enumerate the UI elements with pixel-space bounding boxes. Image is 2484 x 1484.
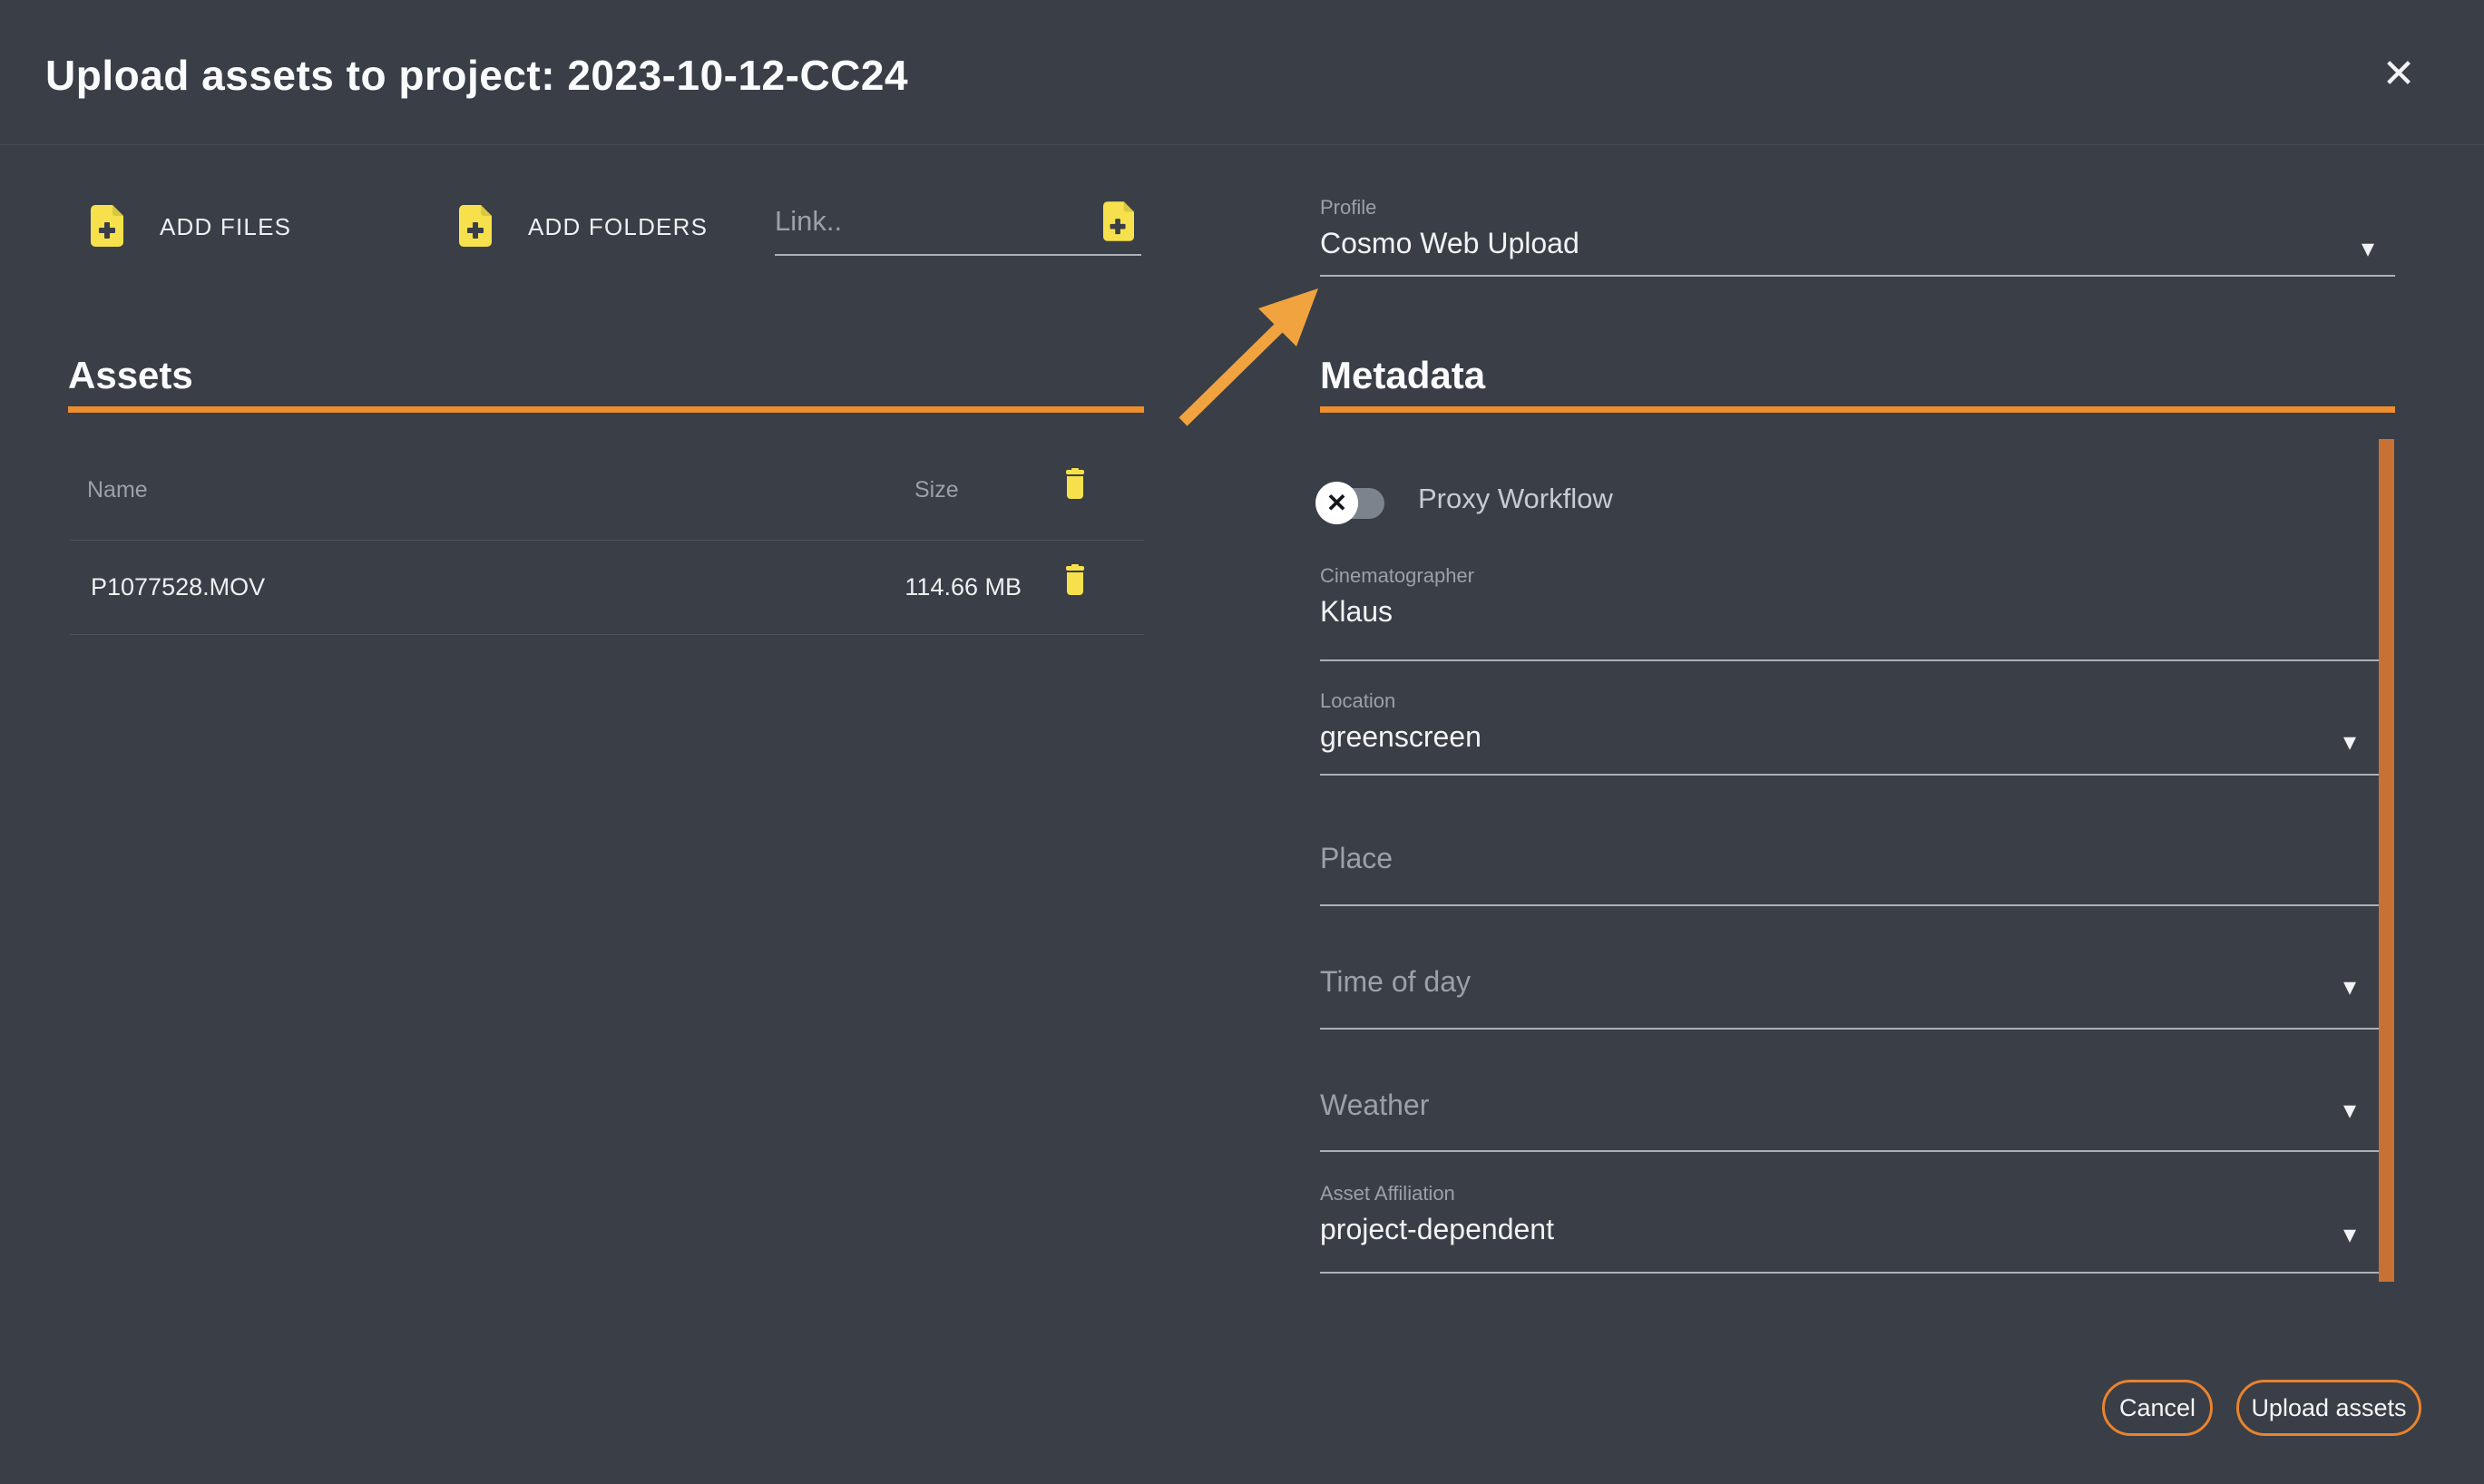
proxy-workflow-toggle[interactable]: ✕ [1315,482,1384,524]
file-plus-icon [1103,201,1134,244]
link-input-underline [775,254,1141,256]
annotation-arrow [1169,283,1332,442]
profile-label: Profile [1320,196,1377,219]
asset-size-cell: 114.66 MB [905,573,1022,600]
asset-affiliation-select[interactable]: project-dependent ▾ [1320,1213,2379,1256]
field-underline [1320,659,2379,661]
link-input[interactable] [775,205,1074,238]
proxy-workflow-label: Proxy Workflow [1418,483,1613,514]
chevron-down-icon: ▾ [2343,1220,2357,1248]
add-link-button[interactable] [1103,201,1134,244]
cinematographer-input[interactable] [1320,595,2318,629]
chevron-down-icon: ▾ [2343,727,2357,756]
column-header-size: Size [914,477,959,503]
add-files-button[interactable]: ADD FILES [91,205,291,249]
field-underline [1320,1028,2379,1030]
cinematographer-label: Cinematographer [1320,564,1474,587]
close-button[interactable]: ✕ [2373,49,2424,100]
chevron-down-icon: ▾ [2343,972,2357,1001]
metadata-heading: Metadata [1320,354,1486,396]
asset-affiliation-label: Asset Affiliation [1320,1182,1455,1205]
file-plus-icon [459,205,492,249]
location-label: Location [1320,689,1396,712]
delete-row-button[interactable] [1063,564,1087,598]
table-divider [70,540,1144,541]
trash-icon [1063,468,1087,502]
file-plus-icon [91,205,123,249]
field-underline [1320,1150,2379,1152]
asset-affiliation-value: project-dependent [1320,1213,1554,1245]
toggle-off-icon: ✕ [1315,482,1358,524]
header-divider [0,144,2484,145]
add-files-label: ADD FILES [160,213,292,240]
table-divider [70,634,1144,635]
dialog-title: Upload assets to project: 2023-10-12-CC2… [45,52,909,99]
weather-placeholder: Weather [1320,1089,1430,1121]
metadata-heading-rule [1320,406,2395,413]
field-underline [1320,1272,2379,1274]
location-value: greenscreen [1320,720,1482,753]
chevron-down-icon: ▾ [2343,1096,2357,1124]
assets-heading-rule [68,406,1144,413]
profile-value: Cosmo Web Upload [1320,227,1579,259]
weather-select[interactable]: Weather ▾ [1320,1089,2379,1132]
trash-icon [1063,564,1087,598]
asset-name-cell: P1077528.MOV [91,573,266,600]
location-select[interactable]: greenscreen ▾ [1320,720,2379,764]
chevron-down-icon: ▾ [2362,234,2375,262]
profile-underline [1320,275,2395,277]
time-of-day-placeholder: Time of day [1320,965,1471,998]
column-header-name: Name [87,477,148,503]
field-underline [1320,904,2379,906]
field-underline [1320,774,2379,776]
delete-all-button[interactable] [1063,468,1087,502]
cancel-button[interactable]: Cancel [2102,1380,2213,1436]
add-folders-label: ADD FOLDERS [528,213,709,240]
close-icon: ✕ [2381,52,2416,96]
add-folders-button[interactable]: ADD FOLDERS [459,205,708,249]
assets-heading: Assets [68,354,193,396]
metadata-scrollbar[interactable] [2379,439,2394,1282]
place-input[interactable] [1320,842,2318,875]
upload-assets-button[interactable]: Upload assets [2236,1380,2421,1436]
time-of-day-select[interactable]: Time of day ▾ [1320,965,2379,1009]
profile-select[interactable]: Cosmo Web Upload ▾ [1320,227,2395,272]
